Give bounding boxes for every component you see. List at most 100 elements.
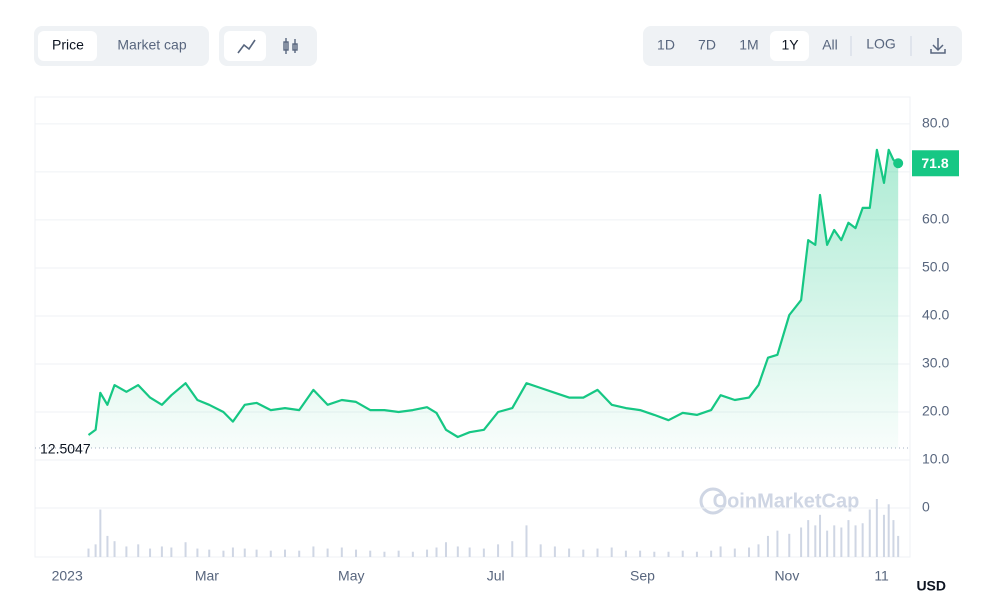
- download-icon[interactable]: [930, 38, 946, 54]
- volume-bar: [596, 548, 599, 557]
- candle-icon[interactable]: [283, 38, 298, 54]
- volume-bar: [882, 514, 885, 557]
- volume-bar: [106, 535, 109, 557]
- start-label: 12.5047: [40, 441, 91, 457]
- volume-bar: [340, 547, 343, 557]
- volume-bar: [284, 549, 286, 557]
- volume-bar: [113, 541, 116, 557]
- volume-bar: [757, 544, 760, 557]
- volume-bar: [553, 546, 556, 557]
- volume-bar: [875, 499, 878, 557]
- y-tick-label: 50.0: [922, 259, 949, 275]
- price-area: [88, 149, 899, 448]
- range-1m[interactable]: 1M: [739, 37, 758, 53]
- volume-bar: [137, 544, 140, 557]
- last-point: [893, 158, 904, 169]
- volume-bar: [482, 548, 485, 557]
- volume-bar: [710, 550, 713, 557]
- volume-bar: [383, 551, 386, 557]
- line-icon: [237, 39, 256, 54]
- volume-bar: [269, 550, 272, 557]
- volume-bar: [667, 551, 670, 557]
- x-tick-label: 11: [874, 568, 889, 584]
- volume-bar: [653, 551, 656, 557]
- volume-bar: [861, 523, 864, 557]
- volume-bar: [788, 533, 791, 557]
- volume-bar: [170, 547, 173, 557]
- volume-bar: [807, 520, 810, 557]
- volume-bar: [222, 550, 225, 557]
- volume-bar: [800, 527, 803, 557]
- volume-bar: [411, 551, 414, 557]
- volume-bar: [681, 550, 684, 557]
- active-tab: [38, 31, 97, 61]
- log-button[interactable]: LOG: [866, 36, 896, 52]
- volume-bar: [582, 549, 585, 557]
- volume-bar: [99, 509, 102, 557]
- range-all[interactable]: All: [822, 37, 838, 53]
- volume-bar: [125, 546, 128, 557]
- volume-bar: [814, 525, 817, 557]
- volume-bar: [326, 548, 329, 557]
- x-tick-label: Nov: [774, 568, 799, 584]
- volume-bar: [719, 546, 722, 557]
- volume-bar: [854, 525, 857, 557]
- volume-bar: [369, 550, 372, 557]
- volume-bar: [426, 549, 429, 557]
- volume-bar: [160, 546, 163, 557]
- plot-frame: [34, 96, 911, 558]
- price-badge-label: 71.8: [921, 155, 948, 171]
- tab-market-cap[interactable]: Market cap: [117, 37, 186, 53]
- volume-bar: [748, 547, 751, 557]
- volume-bar: [231, 547, 234, 557]
- volume-bar: [568, 548, 571, 557]
- y-tick-label: 10.0: [922, 451, 949, 467]
- volume-bar: [639, 550, 642, 557]
- x-tick-label: May: [338, 568, 364, 584]
- volume-bar: [255, 549, 258, 557]
- volume-bar: [444, 542, 447, 557]
- volume-bar: [149, 548, 152, 557]
- volume-bar: [610, 547, 613, 557]
- watermark-logo: [699, 487, 727, 515]
- volume-bar: [819, 514, 822, 557]
- tab-price[interactable]: Price: [52, 37, 84, 53]
- volume-bar: [868, 509, 871, 557]
- watermark: CoinMarketCap: [713, 490, 860, 512]
- x-tick-label: Sep: [630, 568, 655, 584]
- range-1y[interactable]: 1Y: [781, 37, 799, 53]
- volume-bar: [435, 547, 438, 557]
- volume-bar: [497, 544, 500, 557]
- x-tick-label: Jul: [487, 568, 505, 584]
- volume-bar: [847, 520, 850, 557]
- volume-bar: [468, 547, 471, 557]
- volume-bar: [298, 550, 301, 557]
- volume-bar: [208, 549, 211, 557]
- y-tick-label: 60.0: [922, 211, 949, 227]
- range-1d[interactable]: 1D: [657, 37, 675, 53]
- volume-bar: [184, 542, 187, 557]
- range-7d[interactable]: 7D: [698, 37, 716, 53]
- y-tick-label: 30.0: [922, 355, 949, 371]
- volume-bar: [355, 549, 358, 557]
- y-tick-label: 40.0: [922, 307, 949, 323]
- volume-bar: [539, 544, 542, 557]
- price-badge: [912, 150, 959, 177]
- y-tick-label: 0: [922, 499, 930, 515]
- volume-bar: [397, 550, 400, 557]
- volume-bar: [776, 530, 779, 557]
- active-range: [770, 31, 809, 61]
- volume-bar: [887, 504, 890, 557]
- volume-bar: [94, 544, 97, 557]
- volume-bar: [87, 548, 90, 557]
- volume-bar: [826, 530, 829, 557]
- volume-bar: [766, 535, 769, 557]
- volume-bar: [525, 525, 528, 557]
- volume-bar: [511, 541, 514, 557]
- volume-bar: [840, 527, 843, 557]
- volume-bar: [312, 546, 315, 557]
- volume-bar: [733, 548, 736, 557]
- x-tick-label: 2023: [52, 568, 83, 584]
